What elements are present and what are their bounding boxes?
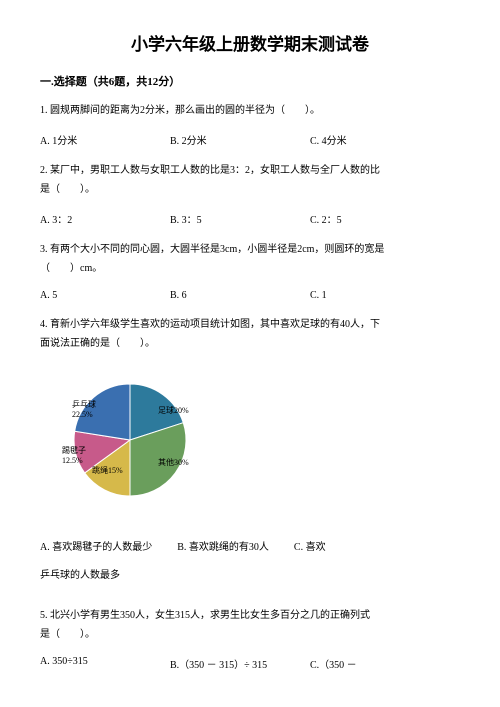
section-header: 一.选择题（共6题，共12分） (40, 73, 460, 89)
q4-line2: 面说法正确的是（ ）。 (40, 338, 155, 349)
svg-text:踢毽子: 踢毽子 (62, 445, 86, 455)
svg-text:乒乓球: 乒乓球 (72, 399, 96, 409)
svg-text:跳绳15%: 跳绳15% (92, 465, 123, 475)
q2-text: 2. 某厂中，男职工人数与女职工人数的比是3：2，女职工人数与全厂人数的比 是（… (40, 161, 460, 199)
q4-line1: 4. 育新小学六年级学生喜欢的运动项目统计如图，其中喜欢足球的有40人，下 (40, 319, 380, 330)
page-title: 小学六年级上册数学期末测试卷 (40, 30, 460, 55)
q1-opt-b: B. 2分米 (170, 132, 310, 147)
svg-text:其他30%: 其他30% (158, 457, 189, 467)
q4-opt-c: C. 喜欢 (294, 542, 326, 553)
q5-line1: 5. 北兴小学有男生350人，女生315人，求男生比女生多百分之几的正确列式 (40, 610, 370, 621)
q2-line2: 是（ ）。 (40, 184, 95, 195)
q5-opt-b: B.（350 － 315）÷ 315 (170, 656, 310, 671)
pie-svg: 足球20% 其他30% 跳绳15% 踢毽子12.5% 乒乓球22.5% (50, 365, 220, 515)
q2-line1: 2. 某厂中，男职工人数与女职工人数的比是3：2，女职工人数与全厂人数的比 (40, 165, 380, 176)
q1-opt-c: C. 4分米 (310, 132, 460, 147)
q3-opt-c: C. 1 (310, 290, 460, 301)
q4-opt-b: B. 喜欢跳绳的有30人 (177, 542, 269, 553)
q5-opt-c: C.（350 － (310, 656, 460, 671)
q4-opt-c2: 乒乓球的人数最多 (40, 570, 120, 581)
pie-chart: 足球20% 其他30% 跳绳15% 踢毽子12.5% 乒乓球22.5% (50, 365, 460, 520)
svg-text:12.5%: 12.5% (62, 456, 83, 465)
svg-text:足球20%: 足球20% (158, 405, 189, 415)
q2-options: A. 3：2 B. 3：5 C. 2：5 (40, 211, 460, 226)
q3-line2: （ ）cm。 (40, 263, 102, 274)
q3-opt-a: A. 5 (40, 290, 170, 301)
q4-opt-a: A. 喜欢踢毽子的人数最少 (40, 542, 152, 553)
svg-text:22.5%: 22.5% (72, 410, 93, 419)
q3-options: A. 5 B. 6 C. 1 (40, 290, 460, 301)
q4-options: A. 喜欢踢毽子的人数最少 B. 喜欢跳绳的有30人 C. 喜欢 乒乓球的人数最… (40, 534, 460, 590)
q5-text: 5. 北兴小学有男生350人，女生315人，求男生比女生多百分之几的正确列式 是… (40, 606, 460, 644)
q2-opt-c: C. 2：5 (310, 211, 460, 226)
q3-line1: 3. 有两个大小不同的同心圆，大圆半径是3cm，小圆半径是2cm，则圆环的宽是 (40, 244, 384, 255)
q5-line2: 是（ ）。 (40, 629, 95, 640)
q4-text: 4. 育新小学六年级学生喜欢的运动项目统计如图，其中喜欢足球的有40人，下 面说… (40, 315, 460, 353)
q5-options: A. 350÷315 B.（350 － 315）÷ 315 C.（350 － (40, 656, 460, 671)
q2-opt-b: B. 3：5 (170, 211, 310, 226)
q1-text: 1. 圆规两脚间的距离为2分米，那么画出的圆的半径为（ ）。 (40, 101, 460, 120)
q3-text: 3. 有两个大小不同的同心圆，大圆半径是3cm，小圆半径是2cm，则圆环的宽是 … (40, 240, 460, 278)
q3-opt-b: B. 6 (170, 290, 310, 301)
q5-opt-a: A. 350÷315 (40, 656, 170, 671)
q1-opt-a: A. 1分米 (40, 132, 170, 147)
q2-opt-a: A. 3：2 (40, 211, 170, 226)
q1-options: A. 1分米 B. 2分米 C. 4分米 (40, 132, 460, 147)
